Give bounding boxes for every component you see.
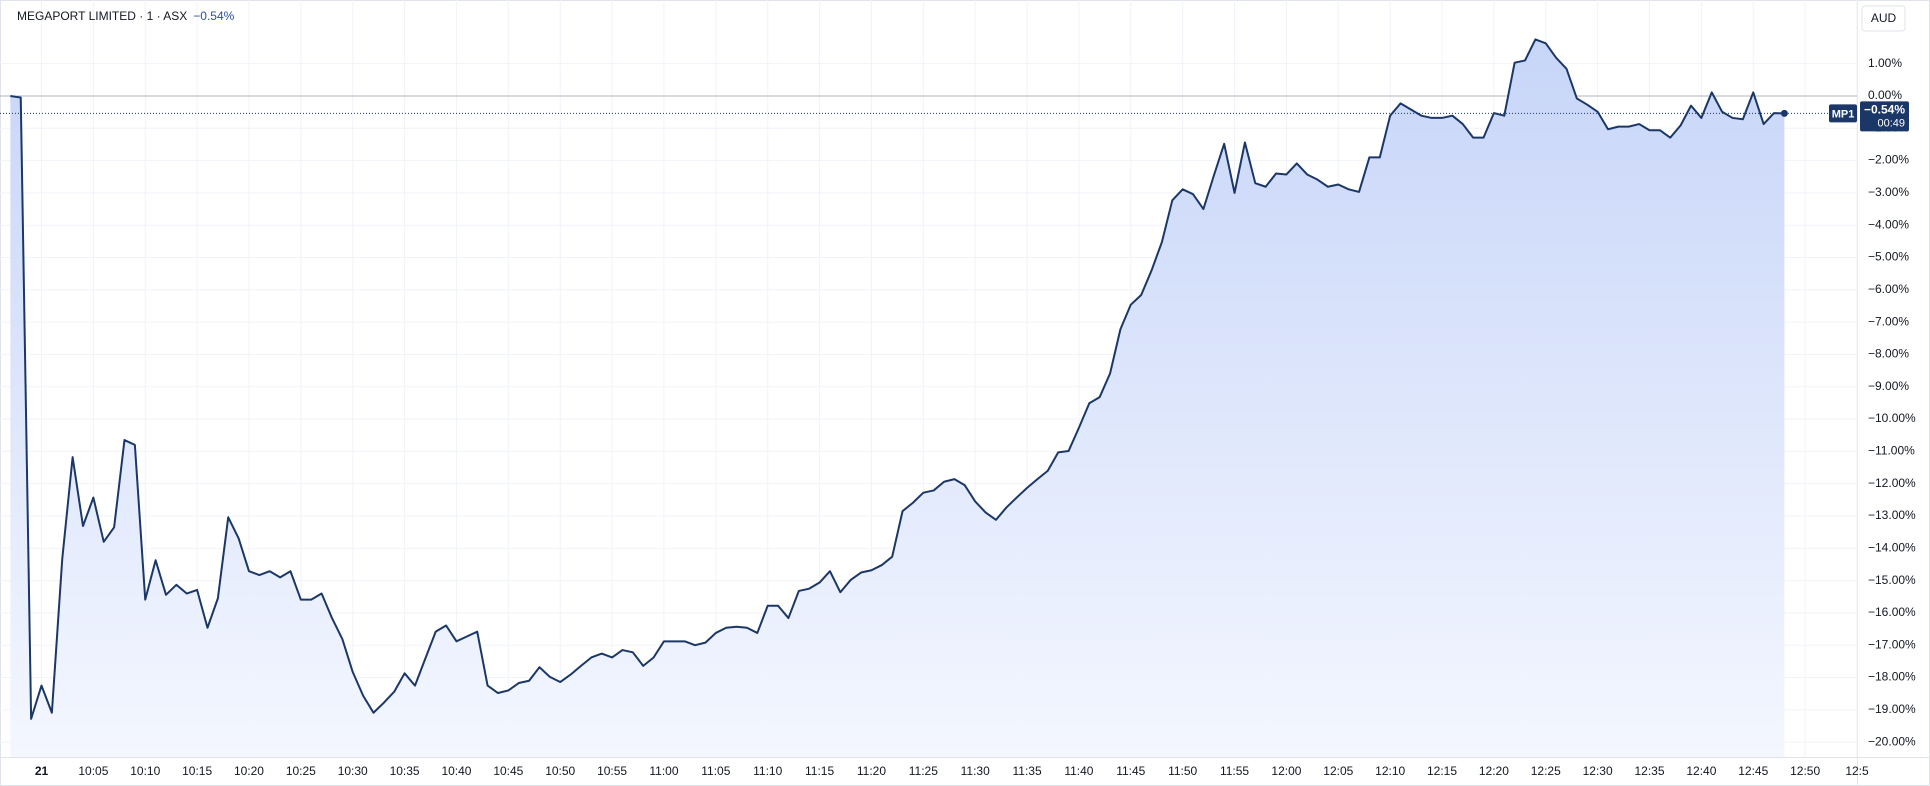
x-tick-label: 11:40 <box>1064 764 1093 778</box>
x-tick-label: 11:35 <box>1012 764 1041 778</box>
y-tick-label: −9.00% <box>1868 379 1909 393</box>
x-tick-label: 12:35 <box>1634 764 1664 778</box>
x-tick-label: 12:10 <box>1375 764 1405 778</box>
x-tick-label: 11:30 <box>961 764 990 778</box>
price-badge-countdown: 00:49 <box>1877 117 1905 129</box>
x-tick-label: 10:35 <box>390 764 420 778</box>
y-tick-label: −8.00% <box>1868 347 1909 361</box>
price-badge <box>1860 101 1909 132</box>
y-tick-label: 0.00% <box>1868 88 1902 102</box>
x-tick-label: 10:10 <box>130 764 160 778</box>
y-tick-label: −13.00% <box>1868 508 1916 522</box>
y-tick-label: −18.00% <box>1868 670 1916 684</box>
price-line <box>10 38 1785 720</box>
x-tick-label: 10:25 <box>286 764 316 778</box>
y-tick-label: −2.00% <box>1868 153 1909 167</box>
y-tick-label: −10.00% <box>1868 411 1916 425</box>
x-tick-label: 12:40 <box>1686 764 1716 778</box>
y-tick-label: −12.00% <box>1868 476 1916 490</box>
x-tick-label: 12:05 <box>1323 764 1353 778</box>
x-tick-label: 12:00 <box>1271 764 1301 778</box>
y-tick-label: −17.00% <box>1868 637 1916 651</box>
x-tick-label: 11:05 <box>701 764 730 778</box>
x-tick-label: 12:45 <box>1738 764 1768 778</box>
y-tick-label: −14.00% <box>1868 540 1916 554</box>
x-tick-label: 11:20 <box>857 764 886 778</box>
y-tick-label: 1.00% <box>1868 56 1902 70</box>
x-tick-label: 10:50 <box>545 764 575 778</box>
x-tick-label: 10:30 <box>338 764 368 778</box>
y-tick-label: −6.00% <box>1868 282 1909 296</box>
y-tick-label: −20.00% <box>1868 734 1916 748</box>
x-tick-label: 11:50 <box>1168 764 1197 778</box>
currency-box[interactable] <box>1861 5 1906 32</box>
x-tick-label: 10:05 <box>78 764 108 778</box>
y-tick-label: −4.00% <box>1868 217 1909 231</box>
y-tick-label: −19.00% <box>1868 702 1916 716</box>
x-tick-label: 11:25 <box>909 764 938 778</box>
x-tick-label: 21 <box>35 764 49 778</box>
x-tick-label: 12:50 <box>1790 764 1820 778</box>
symbol-title: MEGAPORT LIMITED · 1 · ASX <box>17 9 188 23</box>
x-tick-label: 11:55 <box>1220 764 1249 778</box>
x-tick-label: 12:20 <box>1479 764 1509 778</box>
price-badge-value: −0.54% <box>1864 103 1905 117</box>
y-tick-label: −5.00% <box>1868 250 1909 264</box>
x-tick-label: 10:40 <box>441 764 471 778</box>
x-tick-label: 12:5 <box>1845 764 1869 778</box>
x-tick-label: 11:10 <box>753 764 782 778</box>
symbol-badge-label: MP1 <box>1832 108 1855 120</box>
y-tick-label: −3.00% <box>1868 185 1909 199</box>
x-tick-label: 10:15 <box>182 764 212 778</box>
y-tick-label: −15.00% <box>1868 573 1916 587</box>
x-tick-label: 11:45 <box>1116 764 1145 778</box>
last-point <box>1780 109 1788 117</box>
currency[interactable]: AUD <box>1871 11 1897 25</box>
x-tick-label: 10:20 <box>234 764 264 778</box>
change: −0.54% <box>193 9 235 23</box>
x-tick-label: 11:00 <box>649 764 678 778</box>
symbol-badge <box>1829 104 1857 123</box>
x-tick-label: 10:45 <box>493 764 523 778</box>
x-tick-label: 10:55 <box>597 764 627 778</box>
area-fill <box>10 39 1785 758</box>
y-tick-label: −16.00% <box>1868 605 1916 619</box>
x-tick-label: 11:15 <box>805 764 834 778</box>
x-tick-label: 12:25 <box>1531 764 1561 778</box>
x-tick-label: 12:30 <box>1583 764 1613 778</box>
y-tick-label: −11.00% <box>1868 444 1915 458</box>
header: MEGAPORT LIMITED · 1 · ASX −0.54% <box>17 9 234 23</box>
x-tick-label: 12:15 <box>1427 764 1457 778</box>
y-tick-label: −7.00% <box>1868 314 1909 328</box>
